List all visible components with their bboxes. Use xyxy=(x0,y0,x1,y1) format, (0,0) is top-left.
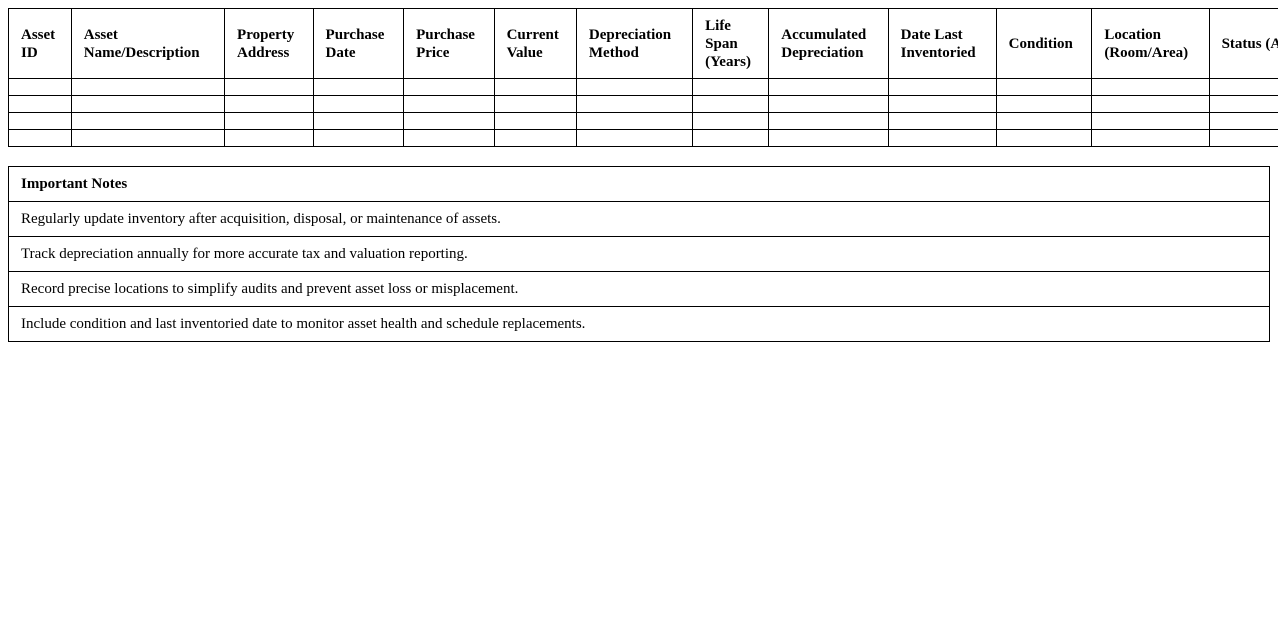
empty-cell xyxy=(312,112,405,130)
empty-row xyxy=(8,112,1278,130)
empty-row xyxy=(8,78,1278,96)
empty-cell xyxy=(1208,112,1278,130)
notes-table: Important Notes Regularly update inventor… xyxy=(8,166,1270,342)
empty-cell xyxy=(768,129,889,147)
empty-cell xyxy=(575,112,694,130)
column-header: Depreciation Method xyxy=(575,8,694,79)
empty-cell xyxy=(887,129,997,147)
header-row: Asset ID Asset Name/Description Property A… xyxy=(8,8,1278,79)
empty-cell xyxy=(887,95,997,113)
empty-cell xyxy=(1091,78,1210,96)
empty-cell xyxy=(224,78,314,96)
column-header: Purchase Date xyxy=(312,8,405,79)
note-text: Record precise locations to simplify aud… xyxy=(8,271,1270,307)
empty-cell xyxy=(768,78,889,96)
empty-cell xyxy=(493,95,577,113)
column-header: Accumulated Depreciation xyxy=(768,8,889,79)
empty-cell xyxy=(1208,129,1278,147)
notes-header-row: Important Notes xyxy=(8,166,1270,202)
empty-cell xyxy=(692,95,770,113)
empty-cell xyxy=(312,129,405,147)
empty-cell xyxy=(1091,112,1210,130)
empty-cell xyxy=(493,112,577,130)
column-header: Location (Room/Area) xyxy=(1091,8,1210,79)
empty-cell xyxy=(768,112,889,130)
empty-row xyxy=(8,95,1278,113)
note-row: Record precise locations to simplify aud… xyxy=(8,271,1270,307)
empty-cell xyxy=(887,112,997,130)
inventory-table: Asset ID Asset Name/Description Property A… xyxy=(8,8,1278,147)
note-text: Include condition and last inventoried d… xyxy=(8,306,1270,342)
empty-cell xyxy=(8,129,72,147)
empty-cell xyxy=(8,95,72,113)
empty-cell xyxy=(403,95,495,113)
column-header: Purchase Price xyxy=(403,8,495,79)
empty-cell xyxy=(1208,95,1278,113)
empty-cell xyxy=(887,78,997,96)
note-text: Track depreciation annually for more acc… xyxy=(8,236,1270,272)
empty-cell xyxy=(8,78,72,96)
empty-row xyxy=(8,129,1278,147)
empty-cell xyxy=(312,95,405,113)
empty-cell xyxy=(403,112,495,130)
inventory-table-wrap: Asset ID Asset Name/Description Property A… xyxy=(8,8,1278,147)
column-header: Current Value xyxy=(493,8,577,79)
empty-cell xyxy=(768,95,889,113)
empty-cell xyxy=(70,95,226,113)
empty-cell xyxy=(8,112,72,130)
empty-cell xyxy=(995,112,1093,130)
empty-cell xyxy=(1091,129,1210,147)
empty-cell xyxy=(493,78,577,96)
empty-cell xyxy=(224,129,314,147)
empty-cell xyxy=(70,112,226,130)
column-header: Date Last Inventoried xyxy=(887,8,997,79)
empty-cell xyxy=(575,95,694,113)
empty-cell xyxy=(575,129,694,147)
empty-cell xyxy=(1091,95,1210,113)
column-header: Condition xyxy=(995,8,1093,79)
empty-cell xyxy=(403,129,495,147)
empty-cell xyxy=(692,129,770,147)
note-row: Include condition and last inventoried d… xyxy=(8,306,1270,342)
column-header: Asset Name/Description xyxy=(70,8,226,79)
empty-cell xyxy=(70,129,226,147)
column-header: Property Address xyxy=(224,8,314,79)
empty-cell xyxy=(995,129,1093,147)
empty-cell xyxy=(995,95,1093,113)
empty-cell xyxy=(224,112,314,130)
empty-cell xyxy=(70,78,226,96)
empty-cell xyxy=(1208,78,1278,96)
empty-cell xyxy=(575,78,694,96)
note-row: Regularly update inventory after acquisi… xyxy=(8,201,1270,237)
empty-cell xyxy=(403,78,495,96)
column-header: Life Span (Years) xyxy=(692,8,770,79)
note-text: Regularly update inventory after acquisi… xyxy=(8,201,1270,237)
empty-cell xyxy=(493,129,577,147)
column-header: Asset ID xyxy=(8,8,72,79)
empty-cell xyxy=(224,95,314,113)
column-header: Status (Active/Disposed) xyxy=(1208,8,1278,79)
notes-title: Important Notes xyxy=(8,166,1270,202)
empty-cell xyxy=(692,112,770,130)
note-row: Track depreciation annually for more acc… xyxy=(8,236,1270,272)
empty-cell xyxy=(692,78,770,96)
empty-cell xyxy=(312,78,405,96)
empty-cell xyxy=(995,78,1093,96)
